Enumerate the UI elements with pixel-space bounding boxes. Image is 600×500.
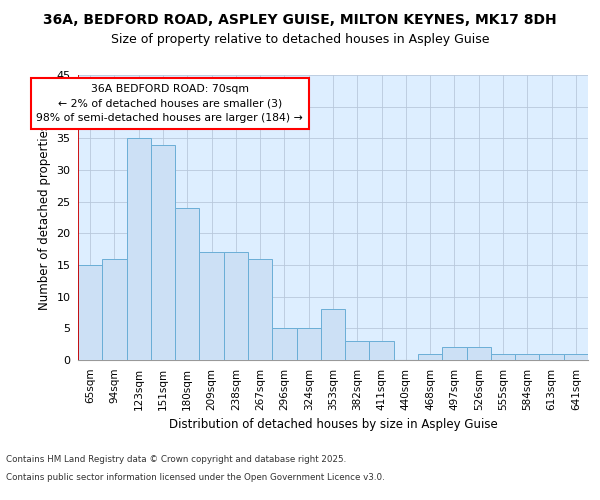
Bar bbox=[224, 252, 248, 360]
Bar bbox=[175, 208, 199, 360]
Text: 36A, BEDFORD ROAD, ASPLEY GUISE, MILTON KEYNES, MK17 8DH: 36A, BEDFORD ROAD, ASPLEY GUISE, MILTON … bbox=[43, 12, 557, 26]
Bar bbox=[491, 354, 515, 360]
Bar bbox=[199, 252, 224, 360]
Bar bbox=[564, 354, 588, 360]
Text: Contains HM Land Registry data © Crown copyright and database right 2025.: Contains HM Land Registry data © Crown c… bbox=[6, 456, 346, 464]
Bar bbox=[78, 265, 102, 360]
Bar bbox=[467, 348, 491, 360]
Text: 36A BEDFORD ROAD: 70sqm
← 2% of detached houses are smaller (3)
98% of semi-deta: 36A BEDFORD ROAD: 70sqm ← 2% of detached… bbox=[37, 84, 303, 123]
Bar bbox=[296, 328, 321, 360]
Text: Contains public sector information licensed under the Open Government Licence v3: Contains public sector information licen… bbox=[6, 473, 385, 482]
Bar bbox=[418, 354, 442, 360]
Bar bbox=[442, 348, 467, 360]
Bar bbox=[515, 354, 539, 360]
Text: Size of property relative to detached houses in Aspley Guise: Size of property relative to detached ho… bbox=[111, 32, 489, 46]
Bar bbox=[127, 138, 151, 360]
Bar bbox=[272, 328, 296, 360]
Bar bbox=[345, 341, 370, 360]
Bar bbox=[370, 341, 394, 360]
Bar bbox=[248, 258, 272, 360]
Bar bbox=[321, 310, 345, 360]
Bar bbox=[151, 144, 175, 360]
X-axis label: Distribution of detached houses by size in Aspley Guise: Distribution of detached houses by size … bbox=[169, 418, 497, 431]
Y-axis label: Number of detached properties: Number of detached properties bbox=[38, 124, 50, 310]
Bar bbox=[102, 258, 127, 360]
Bar bbox=[539, 354, 564, 360]
